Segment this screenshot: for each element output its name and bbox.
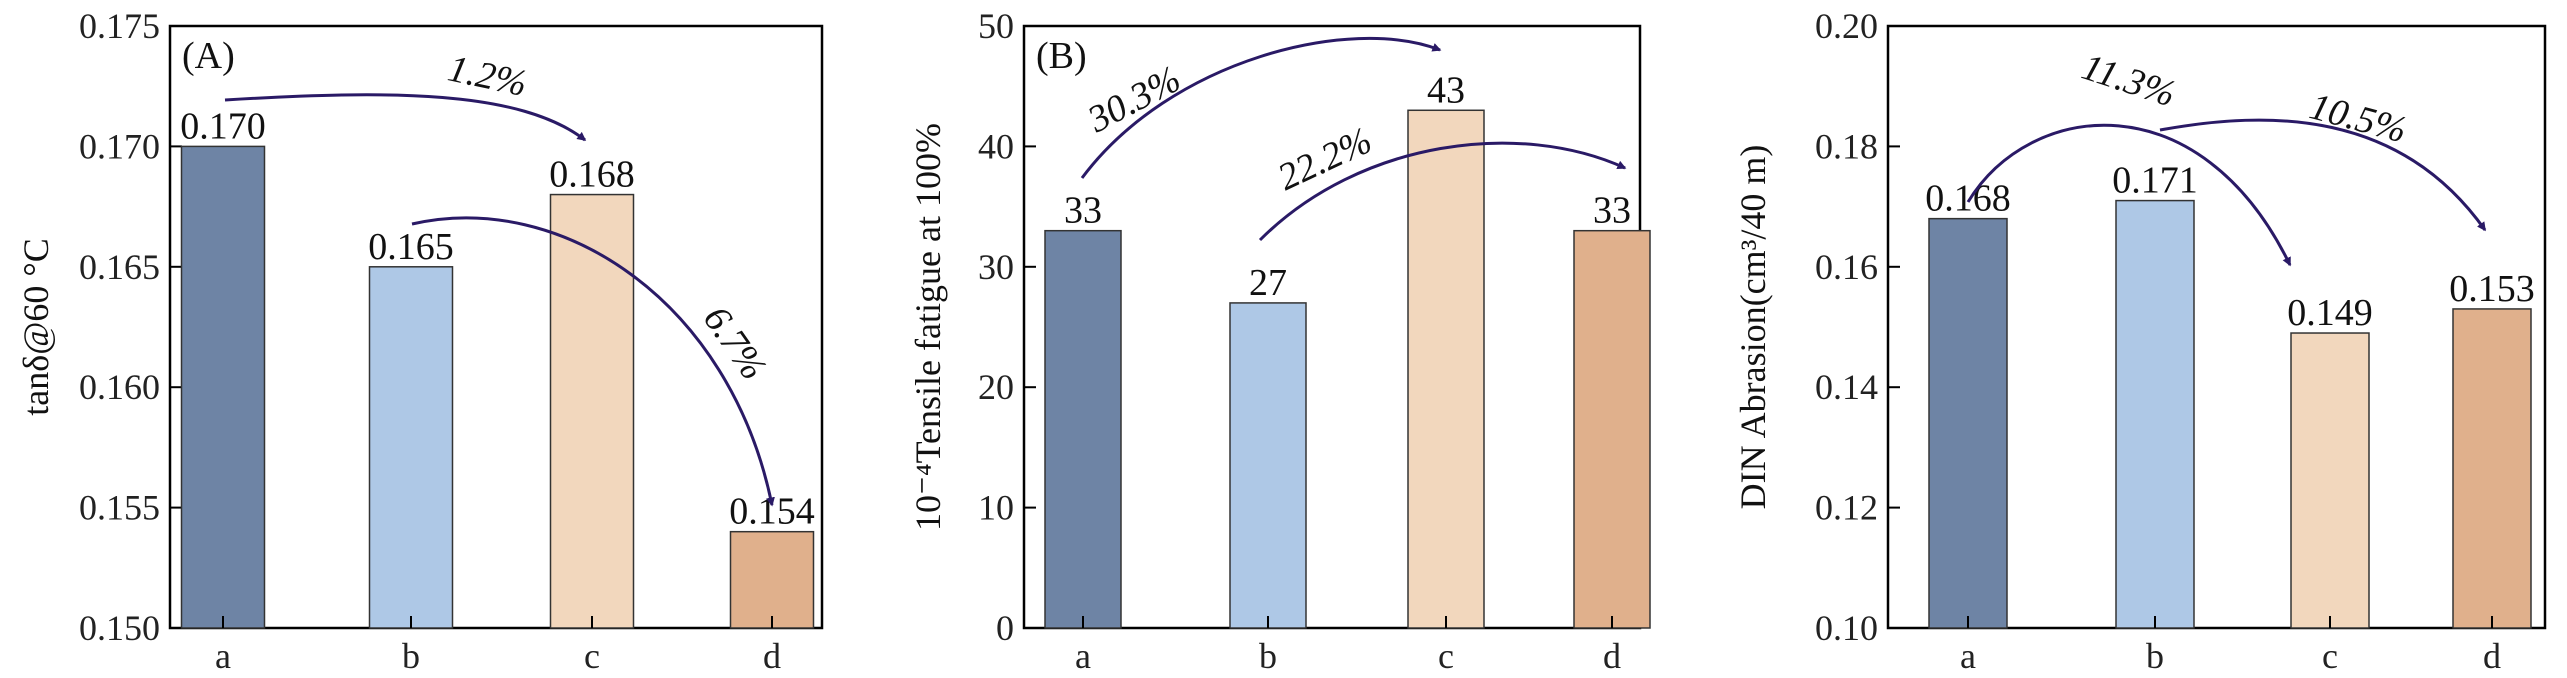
y-tick-label: 0.170 bbox=[79, 126, 160, 166]
x-tick-label: a bbox=[1960, 636, 1976, 676]
annotation-label: 11.3% bbox=[2077, 46, 2181, 115]
annotation-arrow bbox=[224, 93, 587, 142]
y-tick-label: 30 bbox=[978, 247, 1014, 287]
x-tick-label: b bbox=[1259, 636, 1277, 676]
y-tick-label: 0.12 bbox=[1815, 488, 1878, 528]
x-tick-label: d bbox=[763, 636, 781, 676]
y-tick-label: 0.165 bbox=[79, 247, 160, 287]
annotation-arrow bbox=[2159, 118, 2487, 232]
y-tick-label: 50 bbox=[978, 6, 1014, 46]
y-tick-label: 0.160 bbox=[79, 367, 160, 407]
data-label: 0.168 bbox=[549, 154, 635, 196]
annotation-arrow bbox=[1258, 141, 1627, 242]
x-tick-label: a bbox=[1075, 636, 1091, 676]
x-tick-label: d bbox=[2483, 636, 2501, 676]
y-tick-label: 0.175 bbox=[79, 6, 160, 46]
bar-a bbox=[1044, 229, 1122, 629]
data-label: 0.168 bbox=[1925, 178, 2011, 220]
annotation-label: 6.7% bbox=[695, 299, 775, 388]
bar-b bbox=[368, 266, 454, 629]
annotation-arrow bbox=[1966, 123, 2292, 267]
bar-d bbox=[1573, 229, 1651, 629]
panel-label: (B) bbox=[1036, 35, 1087, 77]
data-label: 0.165 bbox=[368, 226, 454, 268]
x-tick-label: c bbox=[2322, 636, 2338, 676]
plot-frame bbox=[168, 24, 824, 630]
data-label: 33 bbox=[1064, 190, 1102, 232]
y-axis-label: DIN Abrasion(cm³/40 m) bbox=[1733, 145, 1773, 510]
data-label: 43 bbox=[1427, 69, 1465, 111]
data-label: 0.149 bbox=[2287, 292, 2373, 334]
y-tick-label: 0 bbox=[996, 608, 1014, 648]
annotation-label: 10.5% bbox=[2305, 85, 2411, 151]
x-tick-label: b bbox=[402, 636, 420, 676]
annotation-label: 22.2% bbox=[1272, 119, 1379, 199]
annotation-label: 1.2% bbox=[444, 47, 530, 105]
bar-a bbox=[180, 145, 266, 629]
bar-c bbox=[1407, 109, 1485, 629]
y-tick-label: 0.155 bbox=[79, 488, 160, 528]
x-tick-label: c bbox=[584, 636, 600, 676]
bar-c bbox=[549, 193, 635, 629]
x-tick-label: c bbox=[1438, 636, 1454, 676]
data-label: 0.153 bbox=[2449, 268, 2535, 310]
y-axis-label: 10⁻⁴Tensile fatigue at 100% bbox=[908, 123, 948, 531]
data-label: 0.171 bbox=[2112, 160, 2198, 202]
panel-label: (A) bbox=[182, 35, 235, 77]
data-label: 0.170 bbox=[180, 105, 266, 147]
bar-c bbox=[2290, 332, 2370, 629]
annotation-label: 30.3% bbox=[1080, 58, 1187, 142]
y-tick-label: 0.18 bbox=[1815, 126, 1878, 166]
bar-b bbox=[1229, 302, 1307, 629]
data-label: 0.154 bbox=[729, 491, 815, 533]
y-tick-label: 20 bbox=[978, 367, 1014, 407]
y-tick-label: 0.20 bbox=[1815, 6, 1878, 46]
y-tick-label: 10 bbox=[978, 488, 1014, 528]
plot-frame bbox=[1886, 24, 2547, 630]
y-tick-label: 40 bbox=[978, 126, 1014, 166]
x-tick-label: d bbox=[1603, 636, 1621, 676]
y-tick-label: 0.150 bbox=[79, 608, 160, 648]
bar-b bbox=[2115, 199, 2195, 629]
bar-d bbox=[729, 530, 815, 629]
data-label: 27 bbox=[1249, 262, 1287, 304]
x-tick-label: b bbox=[2146, 636, 2164, 676]
y-axis-label: tanδ@60 °C bbox=[16, 238, 56, 416]
y-tick-label: 0.14 bbox=[1815, 367, 1878, 407]
bar-a bbox=[1928, 217, 2008, 629]
data-label: 33 bbox=[1593, 190, 1631, 232]
chart-panel-2: 0 10 20 30 40 50 33 a 27 b 43 c 33 d (B) 10⁻⁴Tensile fa… bbox=[908, 6, 1651, 676]
annotation-arrow bbox=[411, 216, 775, 507]
chart-panel-3: 0.10 0.12 0.14 0.16 0.18 0.20 0.168 a 0.171 b 0.14… bbox=[1733, 6, 2547, 676]
y-tick-label: 0.10 bbox=[1815, 608, 1878, 648]
x-tick-label: a bbox=[215, 636, 231, 676]
bar-d bbox=[2452, 308, 2532, 629]
chart-panel-1: 0.150 0.155 0.160 0.165 0.170 0.175 0.170 a 0.16… bbox=[16, 6, 824, 676]
annotation-arrow bbox=[1080, 37, 1442, 179]
y-tick-label: 0.16 bbox=[1815, 247, 1878, 287]
